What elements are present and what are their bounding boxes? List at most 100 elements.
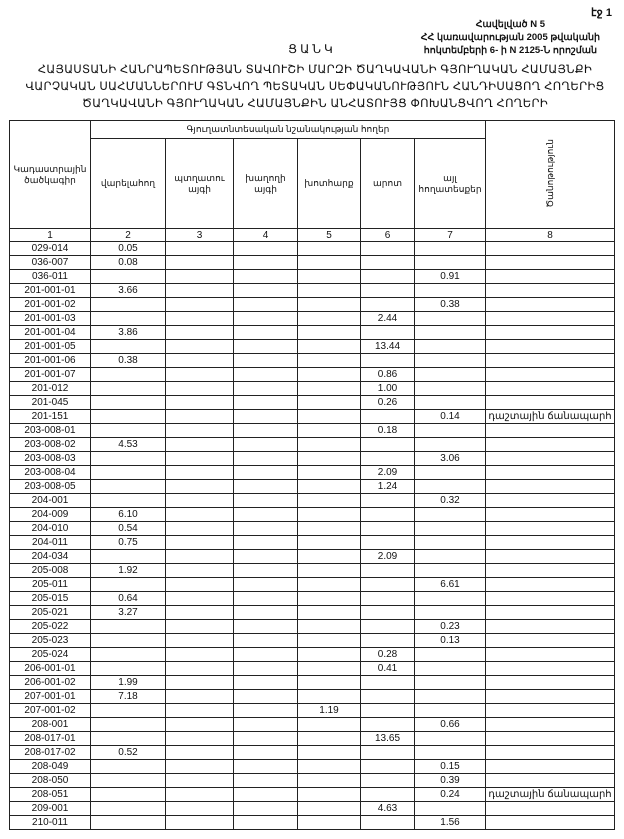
cell-pasture <box>360 605 415 620</box>
cell-pasture <box>360 255 415 270</box>
cell-other-lands <box>413 367 487 382</box>
table-row: 036-007 0.08 <box>9 255 616 270</box>
cell-hayfield <box>297 759 361 774</box>
table-row: 036-011 0.91 <box>9 269 616 284</box>
cell-other-lands <box>413 465 487 480</box>
cell-arable: 0.64 <box>90 591 166 606</box>
cell-cadastral-code: 201-045 <box>9 395 91 410</box>
column-number: 3 <box>165 228 234 242</box>
table-row: 201-012 1.00 <box>9 381 616 396</box>
cell-hayfield <box>297 507 361 522</box>
table-row: 204-010 0.54 <box>9 521 616 536</box>
cell-hayfield <box>297 633 361 648</box>
cell-cadastral-code: 204-001 <box>9 493 91 508</box>
cell-vineyard <box>233 703 298 718</box>
cell-vineyard <box>233 353 298 368</box>
table-row: 201-001-06 0.38 <box>9 353 616 368</box>
cell-pasture <box>360 759 415 774</box>
cell-cadastral-code: 208-001 <box>9 717 91 732</box>
cell-orchard <box>165 353 234 368</box>
cell-cadastral-code: 203-008-04 <box>9 465 91 480</box>
cell-arable <box>90 577 166 592</box>
cell-cadastral-code: 036-007 <box>9 255 91 270</box>
cell-pasture <box>360 269 415 284</box>
cell-other-lands <box>413 605 487 620</box>
cell-orchard <box>165 255 234 270</box>
cell-other-lands <box>413 507 487 522</box>
cell-vineyard <box>233 451 298 466</box>
cell-orchard <box>165 633 234 648</box>
cell-vineyard <box>233 563 298 578</box>
cell-note <box>485 283 616 298</box>
cell-hayfield <box>297 325 361 340</box>
cell-hayfield <box>297 619 361 634</box>
cell-note <box>485 577 616 592</box>
cell-vineyard <box>233 577 298 592</box>
cell-pasture <box>360 689 415 704</box>
cell-arable: 1.99 <box>90 675 166 690</box>
cell-orchard <box>165 297 234 312</box>
header-agricultural-lands: Գյուղատնտեսական նշանակության հողեր <box>89 120 487 139</box>
cell-cadastral-code: 201-001-07 <box>9 367 91 382</box>
cell-vineyard <box>233 465 298 480</box>
table-row: 204-001 0.32 <box>9 493 616 508</box>
cell-hayfield <box>297 381 361 396</box>
cell-arable <box>90 661 166 676</box>
cell-note <box>485 675 616 690</box>
table-row: 205-023 0.13 <box>9 633 616 648</box>
cell-other-lands <box>413 591 487 606</box>
cell-orchard <box>165 745 234 760</box>
cell-arable <box>90 801 166 816</box>
cell-orchard <box>165 479 234 494</box>
cell-other-lands <box>413 801 487 816</box>
cell-note <box>485 549 616 564</box>
cell-pasture: 13.44 <box>360 339 415 354</box>
column-number: 8 <box>485 228 616 242</box>
cell-cadastral-code: 204-009 <box>9 507 91 522</box>
cell-cadastral-code: 207-001-01 <box>9 689 91 704</box>
table-row: 203-008-01 0.18 <box>9 423 616 438</box>
cell-hayfield <box>297 787 361 802</box>
cell-vineyard <box>233 423 298 438</box>
cell-arable <box>90 311 166 326</box>
cell-vineyard <box>233 339 298 354</box>
cell-hayfield <box>297 647 361 662</box>
cell-orchard <box>165 591 234 606</box>
cell-note <box>485 255 616 270</box>
cell-arable <box>90 297 166 312</box>
cell-pasture: 2.44 <box>360 311 415 326</box>
cell-arable <box>90 423 166 438</box>
header-pasture: արոտ <box>360 138 415 229</box>
table-row: 205-011 6.61 <box>9 577 616 592</box>
cell-cadastral-code: 204-011 <box>9 535 91 550</box>
cell-arable <box>90 493 166 508</box>
header-cadastral-code: Կադաստրային ծածկագիր <box>9 120 91 229</box>
cell-orchard <box>165 465 234 480</box>
cell-note <box>485 339 616 354</box>
cell-arable: 0.05 <box>90 241 166 256</box>
cell-orchard <box>165 311 234 326</box>
cell-orchard <box>165 787 234 802</box>
cell-pasture <box>360 507 415 522</box>
cell-other-lands <box>413 395 487 410</box>
cell-orchard <box>165 619 234 634</box>
cell-pasture <box>360 521 415 536</box>
cell-cadastral-code: 036-011 <box>9 269 91 284</box>
cell-cadastral-code: 206-001-02 <box>9 675 91 690</box>
cell-vineyard <box>233 409 298 424</box>
cell-other-lands: 1.56 <box>413 815 487 830</box>
cell-cadastral-code: 208-049 <box>9 759 91 774</box>
cell-arable <box>90 409 166 424</box>
cell-cadastral-code: 201-001-06 <box>9 353 91 368</box>
cell-note <box>485 241 616 256</box>
cell-orchard <box>165 507 234 522</box>
cell-pasture <box>360 815 415 830</box>
cell-other-lands <box>413 339 487 354</box>
cell-vineyard <box>233 773 298 788</box>
cell-note <box>485 269 616 284</box>
table-row: 208-051 0.24 դաշտային ճանապարհ <box>9 787 616 802</box>
cell-note <box>485 689 616 704</box>
cell-vineyard <box>233 731 298 746</box>
cell-note <box>485 535 616 550</box>
table-row: 204-034 2.09 <box>9 549 616 564</box>
